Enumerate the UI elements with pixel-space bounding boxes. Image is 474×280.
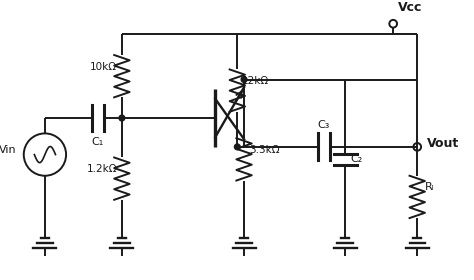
- Text: 10kΩ: 10kΩ: [90, 62, 117, 72]
- Text: C₂: C₂: [350, 154, 362, 164]
- Text: 12kΩ: 12kΩ: [242, 76, 269, 86]
- Text: Vcc: Vcc: [398, 1, 422, 14]
- Text: Vout: Vout: [427, 137, 459, 150]
- Circle shape: [241, 77, 247, 82]
- Text: Vin: Vin: [0, 145, 16, 155]
- Text: 1.2kΩ: 1.2kΩ: [86, 164, 117, 174]
- Text: Rₗ: Rₗ: [425, 182, 435, 192]
- Text: 3.3kΩ: 3.3kΩ: [249, 145, 280, 155]
- Circle shape: [235, 144, 240, 150]
- Text: C₁: C₁: [91, 137, 104, 147]
- Circle shape: [119, 115, 125, 121]
- Text: C₃: C₃: [318, 120, 330, 130]
